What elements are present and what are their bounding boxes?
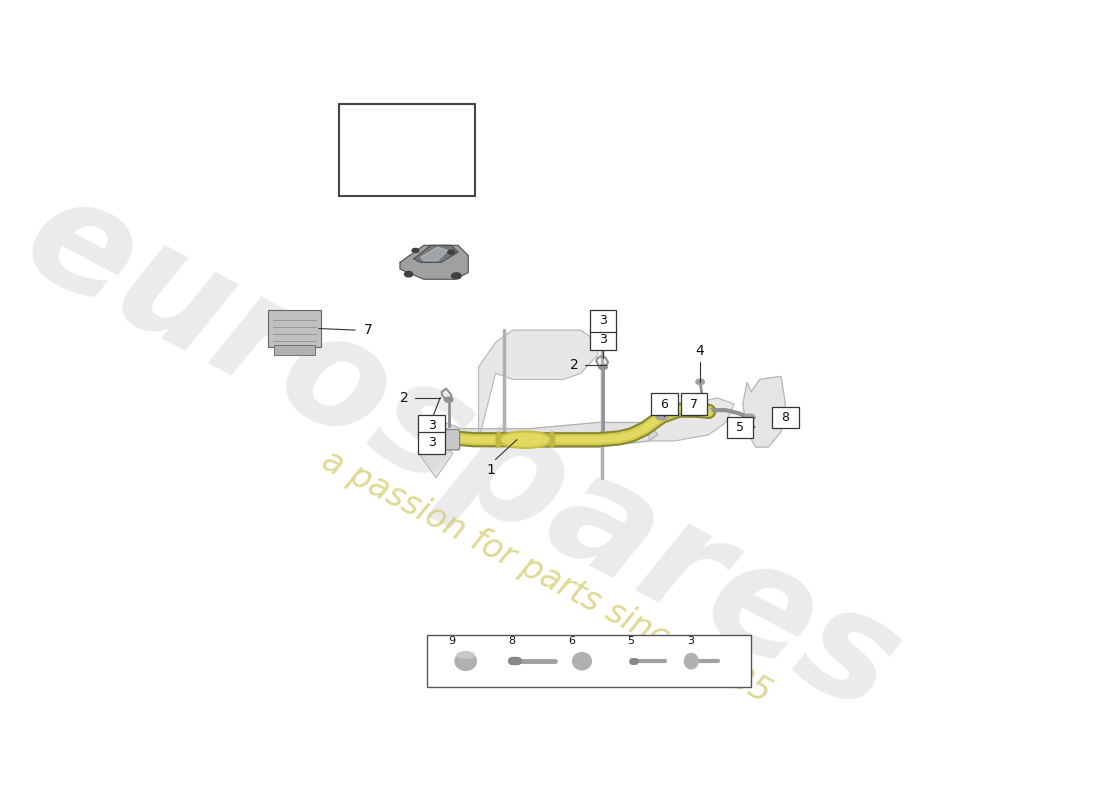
FancyBboxPatch shape [681,394,707,414]
Ellipse shape [598,365,607,370]
Ellipse shape [444,398,453,402]
Ellipse shape [412,249,419,253]
FancyBboxPatch shape [268,310,320,347]
Ellipse shape [573,653,592,670]
Text: 1: 1 [487,462,496,477]
Ellipse shape [448,250,454,254]
FancyBboxPatch shape [651,394,678,414]
Text: 3: 3 [428,419,436,432]
FancyBboxPatch shape [772,406,799,428]
Text: 8: 8 [781,411,790,424]
FancyBboxPatch shape [418,414,444,436]
Ellipse shape [455,652,476,670]
Ellipse shape [656,413,668,420]
Text: 6: 6 [568,636,575,646]
Ellipse shape [452,273,461,279]
FancyBboxPatch shape [418,432,444,454]
Text: 5: 5 [628,636,635,646]
Text: 9: 9 [449,636,455,646]
Polygon shape [478,330,598,441]
Ellipse shape [497,431,553,448]
FancyBboxPatch shape [590,329,616,350]
Polygon shape [436,422,658,447]
Polygon shape [649,398,735,441]
Text: 3: 3 [600,333,607,346]
Text: eurospares: eurospares [0,161,923,746]
Polygon shape [419,441,453,478]
Polygon shape [420,247,448,261]
Text: 4: 4 [696,344,704,358]
Polygon shape [742,376,785,447]
Polygon shape [414,246,458,262]
Text: 7: 7 [690,398,698,410]
FancyBboxPatch shape [590,310,616,332]
FancyBboxPatch shape [274,345,316,354]
Text: 5: 5 [736,421,745,434]
Text: 6: 6 [660,398,669,410]
Ellipse shape [696,379,704,385]
Text: 8: 8 [508,636,516,646]
Text: 3: 3 [688,636,694,646]
Text: 3: 3 [428,436,436,450]
FancyBboxPatch shape [427,635,751,687]
Text: a passion for parts since 1985: a passion for parts since 1985 [317,443,777,710]
Ellipse shape [405,271,412,277]
Ellipse shape [549,432,554,447]
Text: 7: 7 [364,323,373,337]
Text: 3: 3 [600,314,607,327]
Text: 2: 2 [399,391,408,405]
Text: 2: 2 [570,358,579,371]
Ellipse shape [458,652,474,658]
Ellipse shape [684,654,699,669]
Polygon shape [400,246,469,279]
FancyBboxPatch shape [727,417,754,438]
FancyBboxPatch shape [438,430,460,450]
Ellipse shape [744,414,755,421]
FancyBboxPatch shape [339,104,474,196]
Ellipse shape [502,434,549,446]
Ellipse shape [496,432,502,447]
